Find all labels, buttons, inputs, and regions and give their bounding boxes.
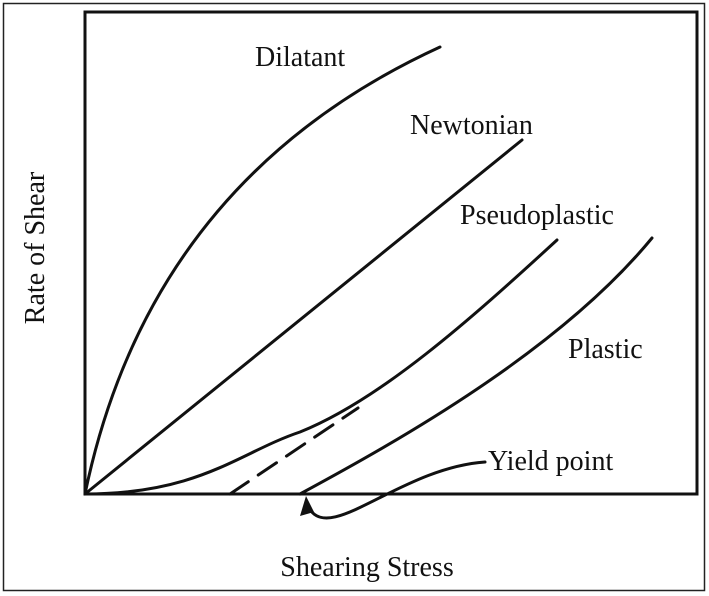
curve-label: Plastic bbox=[568, 334, 643, 365]
y-axis-label: Rate of Shear bbox=[20, 171, 51, 324]
arrow-head bbox=[300, 496, 314, 516]
x-axis-label: Shearing Stress bbox=[280, 552, 453, 583]
curve-label: Newtonian bbox=[410, 110, 533, 141]
dilatant-curve bbox=[83, 45, 442, 496]
pseudoplastic-curve bbox=[83, 238, 559, 496]
yield-arrow bbox=[307, 460, 487, 520]
plot-frame bbox=[83, 10, 699, 496]
curve-label: Dilatant bbox=[255, 42, 345, 73]
curve-label: Pseudoplastic bbox=[460, 200, 614, 231]
extrapolation-dash bbox=[228, 406, 360, 496]
newtonian-curve bbox=[83, 138, 524, 496]
plastic-curve bbox=[298, 236, 654, 496]
annotation: Yield point bbox=[488, 446, 613, 477]
